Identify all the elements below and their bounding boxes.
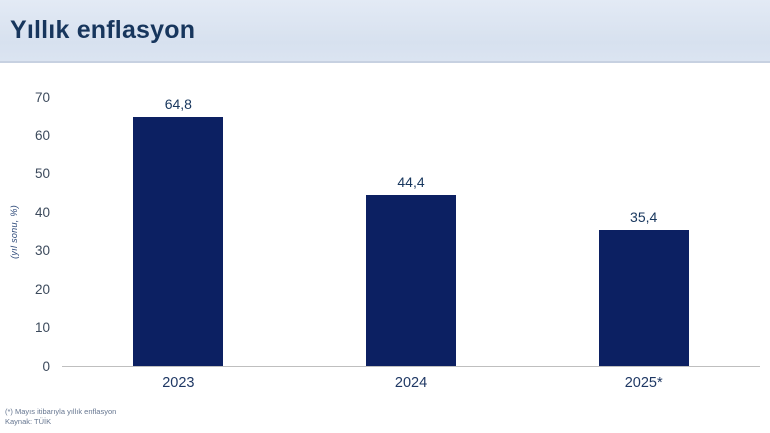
footnotes: (*) Mayıs itibarıyla yıllık enflasyon Ka…: [5, 407, 116, 427]
y-tick-label: 20: [34, 281, 50, 297]
bar-value-label: 44,4: [397, 174, 425, 191]
y-tick-label: 70: [34, 89, 50, 105]
y-tick-label: 0: [42, 358, 50, 374]
y-axis-ticks: 0 10 20 30 40 50 60 70: [0, 90, 50, 372]
bar-slot: 44,4 2024: [295, 97, 528, 390]
bar-slot: 64,8 2023: [62, 96, 295, 390]
y-tick-label: 30: [34, 242, 50, 258]
y-tick-label: 10: [34, 319, 50, 335]
y-tick-label: 50: [34, 166, 50, 182]
bar: [366, 195, 456, 366]
x-category-label: 2024: [394, 375, 428, 391]
footnote-source: Kaynak: TÜİK: [5, 417, 52, 426]
bar-chart: (yıl sonu, %) 0 10 20 30 40 50 60 70 64,8 2023 44…: [0, 63, 770, 403]
footnote-asterisk: (*) Mayıs itibarıyla yıllık enflasyon: [5, 407, 117, 416]
bar: [598, 229, 689, 366]
bar: [133, 117, 224, 366]
page-title: Yıllık enflasyon: [10, 16, 196, 44]
y-tick-label: 40: [34, 204, 50, 220]
page-header: Yıllık enflasyon: [0, 0, 770, 63]
x-category-label: 2025*: [624, 375, 663, 391]
bar-value-label: 35,4: [630, 208, 658, 225]
x-category-label: 2023: [162, 375, 195, 391]
y-tick-label: 60: [34, 127, 50, 143]
bar-value-label: 64,8: [164, 96, 192, 112]
plot-area: 64,8 2023 44,4 2024 35,4 2025*: [62, 96, 760, 390]
bar-slot: 35,4 2025*: [527, 97, 760, 390]
